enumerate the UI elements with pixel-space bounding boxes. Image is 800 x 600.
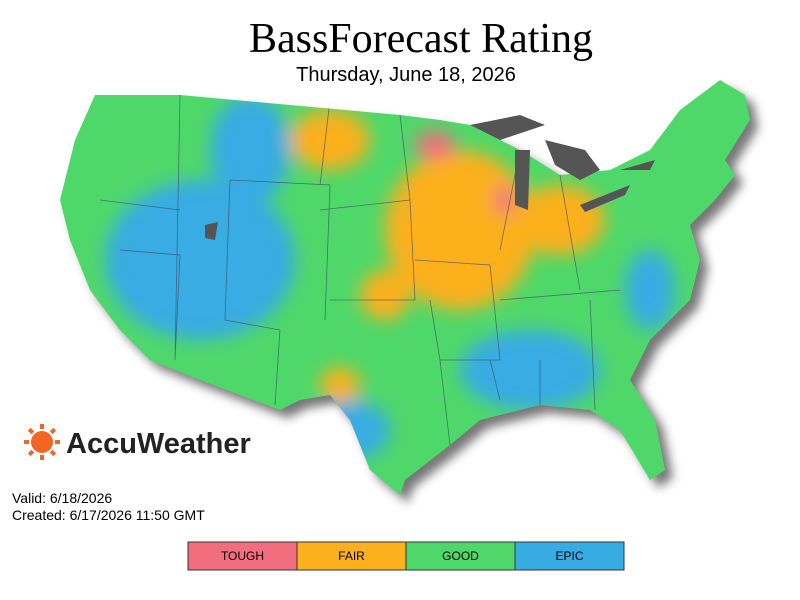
lake xyxy=(580,185,630,212)
zone xyxy=(495,185,515,215)
zone xyxy=(290,110,370,170)
zone xyxy=(210,95,290,205)
zone xyxy=(515,185,605,255)
legend-swatch xyxy=(296,541,407,571)
zone xyxy=(105,180,295,340)
zone xyxy=(310,400,390,460)
valid-date: Valid: 6/18/2026 xyxy=(12,490,112,506)
subtitle: Thursday, June 18, 2026 xyxy=(296,64,516,86)
title: BassForecast Rating xyxy=(249,16,593,62)
logo-icon xyxy=(24,424,60,460)
logo-text: AccuWeather xyxy=(66,428,251,460)
zone xyxy=(460,330,600,410)
lake xyxy=(620,160,655,170)
lake xyxy=(470,115,545,140)
legend-label: TOUGH xyxy=(221,549,264,563)
rating-map xyxy=(60,80,750,495)
lake xyxy=(545,140,600,180)
zone xyxy=(360,270,410,320)
created-date: Created: 6/17/2026 11:50 GMT xyxy=(12,507,205,523)
legend-label: FAIR xyxy=(338,549,365,563)
logo: AccuWeather xyxy=(24,424,251,460)
zone xyxy=(415,131,455,159)
zone xyxy=(320,367,360,403)
legend-label: EPIC xyxy=(555,549,583,563)
legend-label: GOOD xyxy=(442,549,479,563)
legend: TOUGH FAIR GOOD EPIC xyxy=(187,541,625,571)
zone xyxy=(625,250,675,330)
legend-swatch xyxy=(187,541,298,571)
legend-swatch xyxy=(405,541,516,571)
state-borders xyxy=(99,94,621,446)
great-lakes xyxy=(205,115,655,240)
lake xyxy=(515,150,530,210)
legend-swatch xyxy=(514,541,625,571)
zone xyxy=(385,150,535,310)
lake xyxy=(205,222,218,240)
